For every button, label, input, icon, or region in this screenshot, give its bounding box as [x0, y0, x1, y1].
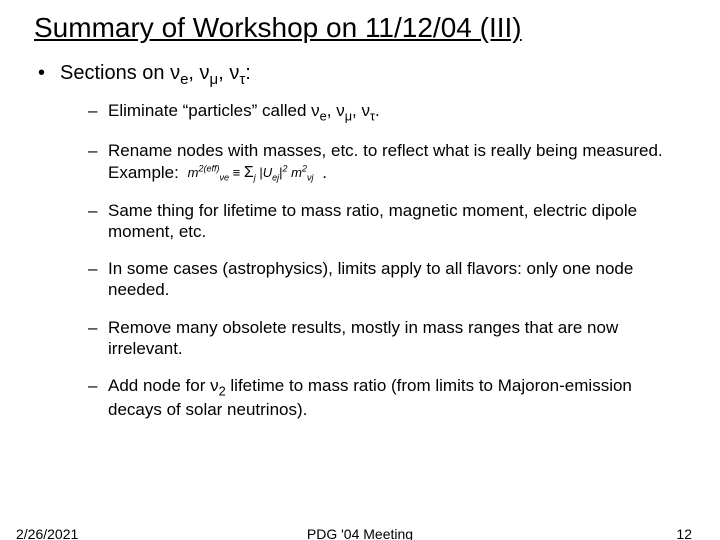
slide: Summary of Workshop on 11/12/04 (III) • …: [0, 0, 720, 540]
dash-icon: –: [88, 200, 108, 243]
nu-e-2: ν: [311, 101, 320, 120]
addnode-pre: Add node for: [108, 376, 210, 395]
sub-text: Rename nodes with masses, etc. to reflec…: [108, 140, 686, 183]
f-2b: 2: [283, 163, 288, 173]
nu-2: ν: [210, 376, 219, 395]
period-1: .: [375, 101, 380, 120]
sub-bullet-obsolete: – Remove many obsolete results, mostly i…: [88, 317, 686, 360]
sub-text: Same thing for lifetime to mass ratio, m…: [108, 200, 686, 243]
nu-mu-sub: μ: [210, 71, 219, 88]
nu-mu-sub-2: μ: [345, 108, 352, 123]
footer-center: PDG '04 Meeting: [0, 526, 720, 540]
f-m: m: [188, 165, 199, 180]
f-m2: m: [291, 165, 302, 180]
footer-page: 12: [676, 526, 692, 540]
sub-bullet-same: – Same thing for lifetime to mass ratio,…: [88, 200, 686, 243]
comma-4: ,: [352, 101, 361, 120]
comma-1: ,: [188, 62, 199, 84]
f-j: j: [312, 172, 314, 182]
sub-text: Add node for ν2 lifetime to mass ratio (…: [108, 375, 686, 421]
sub-text: Remove many obsolete results, mostly in …: [108, 317, 686, 360]
eliminate-prefix: Eliminate “particles” called: [108, 101, 311, 120]
nu-2-sub: 2: [219, 383, 226, 398]
nu-tau-2: ν: [362, 101, 371, 120]
sub-bullet-astro: – In some cases (astrophysics), limits a…: [88, 258, 686, 301]
comma-2: ,: [218, 62, 229, 84]
sub-bullet-rename: – Rename nodes with masses, etc. to refl…: [88, 140, 686, 183]
f-sum-j: j: [254, 172, 256, 182]
section-bullet: • Sections on νe, νμ, ντ:: [38, 62, 686, 88]
sub-bullet-addnode: – Add node for ν2 lifetime to mass ratio…: [88, 375, 686, 421]
nu-mu: ν: [200, 62, 210, 84]
dash-icon: –: [88, 317, 108, 360]
nu-tau: ν: [229, 62, 239, 84]
colon: :: [245, 62, 251, 84]
nu-mu-2: ν: [336, 101, 345, 120]
dash-icon: –: [88, 140, 108, 183]
section-text: Sections on νe, νμ, ντ:: [60, 62, 251, 88]
bullet-dot: •: [38, 62, 60, 88]
rename-post-dot: .: [322, 163, 327, 182]
sections-prefix: Sections on: [60, 62, 170, 84]
f-eff: (eff): [203, 163, 219, 173]
sub-text: In some cases (astrophysics), limits app…: [108, 258, 686, 301]
nu-e: ν: [170, 62, 180, 84]
dash-icon: –: [88, 100, 108, 124]
slide-title: Summary of Workshop on 11/12/04 (III): [34, 12, 686, 44]
dash-icon: –: [88, 375, 108, 421]
comma-3: ,: [327, 101, 336, 120]
sub-bullet-eliminate: – Eliminate “particles” called νe, νμ, ν…: [88, 100, 686, 124]
f-equiv: ≡: [229, 165, 244, 180]
formula-mass-eff: m2(eff)νe ≡ Σj |Uej|2 m2νj: [184, 163, 318, 184]
nu-e-sub-2: e: [320, 108, 327, 123]
f-U: U: [263, 165, 272, 180]
f-sum: Σ: [244, 164, 254, 181]
sub-text: Eliminate “particles” called νe, νμ, ντ.: [108, 100, 380, 124]
dash-icon: –: [88, 258, 108, 301]
